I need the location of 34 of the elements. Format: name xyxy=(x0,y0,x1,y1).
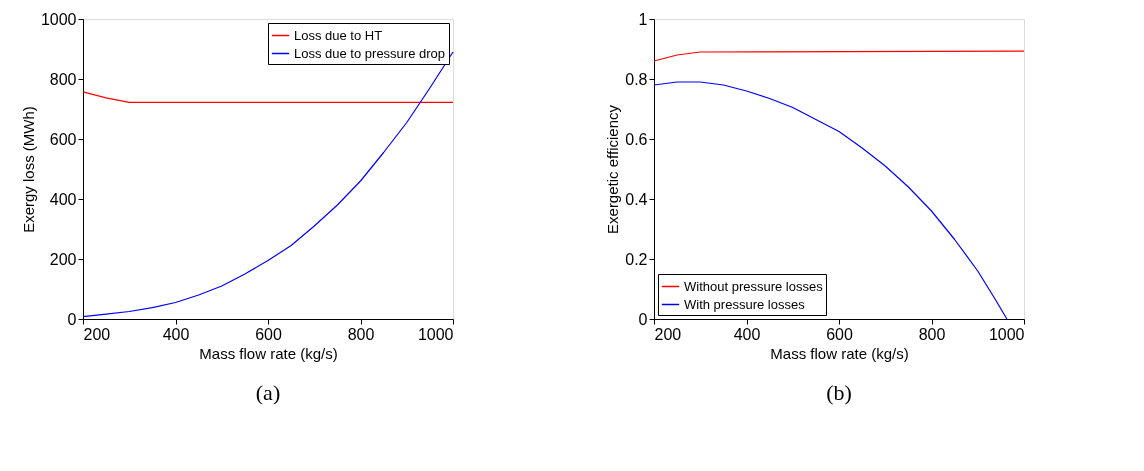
x-tick-label: 1000 xyxy=(417,325,454,343)
y-tick-label: 400 xyxy=(49,190,77,208)
x-axis-title: Mass flow rate (kg/s) xyxy=(199,344,338,362)
y-axis-title: Exergetic efficiency xyxy=(604,104,622,234)
y-tick-label: 0.4 xyxy=(625,190,648,208)
y-tick-label: 200 xyxy=(49,250,77,268)
x-tick-label: 200 xyxy=(83,325,111,343)
y-tick-label: 0 xyxy=(67,310,77,328)
y-tick-label: 1000 xyxy=(40,10,77,28)
x-tick-label: 600 xyxy=(826,325,853,343)
legend-label: Without pressure losses xyxy=(684,278,824,294)
legend-label: Loss due to HT xyxy=(294,27,383,43)
x-tick-label: 400 xyxy=(162,325,190,343)
x-tick-label: 800 xyxy=(918,325,946,343)
line-series xyxy=(653,81,1008,320)
x-axis-title: Mass flow rate (kg/s) xyxy=(770,344,909,362)
y-tick-label: 0 xyxy=(638,310,648,328)
x-tick-label: 200 xyxy=(654,325,682,343)
legend-label: Loss due to pressure drop xyxy=(294,45,446,61)
y-tick-label: 600 xyxy=(49,130,77,148)
text: (a) xyxy=(255,380,281,405)
y-tick-label: 1 xyxy=(638,10,648,28)
x-tick-label: 400 xyxy=(733,325,761,343)
legend-label: With pressure losses xyxy=(684,296,806,312)
x-tick-label: 800 xyxy=(347,325,375,343)
y-tick-label: 0.2 xyxy=(625,250,648,268)
y-tick-label: 0.6 xyxy=(625,130,648,148)
y-axis-title: Exergy loss (MWh) xyxy=(19,106,37,233)
text: (b) xyxy=(826,380,852,405)
y-tick-label: 0.8 xyxy=(625,70,648,88)
y-tick-label: 800 xyxy=(49,70,77,88)
x-tick-label: 1000 xyxy=(988,325,1025,343)
line-series xyxy=(653,50,1025,62)
x-tick-label: 600 xyxy=(255,325,282,343)
